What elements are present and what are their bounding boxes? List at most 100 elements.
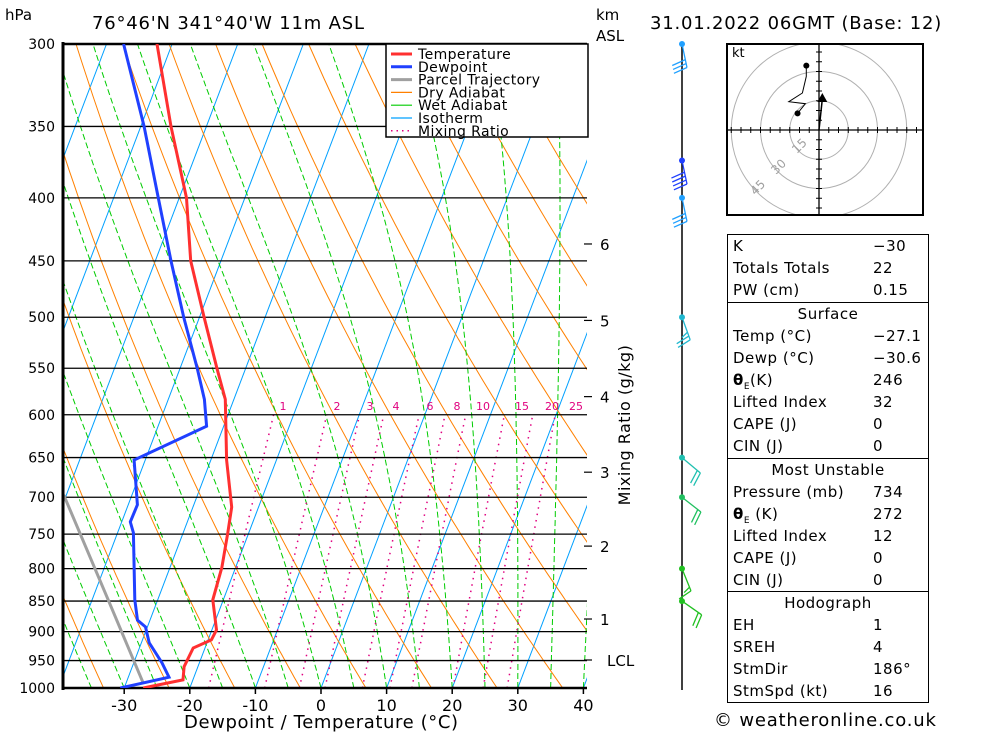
index-value: 32 — [873, 393, 894, 411]
pressure-tick-label: 400 — [28, 191, 55, 207]
index-row: StmSpd (kt) 16 — [728, 680, 928, 702]
index-value: −30 — [873, 237, 907, 255]
height-tick-label: 4 — [600, 389, 610, 407]
section-title: Hodograph — [728, 592, 928, 614]
mixing-ratio-label: 2 — [334, 400, 341, 413]
x-tick-label: -20 — [177, 696, 203, 715]
index-row: CIN (J) 0 — [728, 435, 928, 457]
index-label: CIN (J) — [733, 437, 784, 455]
wet-adiabat-line — [253, 44, 420, 688]
wind-barb-flag — [681, 331, 688, 338]
index-label: CAPE (J) — [733, 549, 798, 567]
legend-label: Isotherm — [418, 111, 483, 127]
wet-adiabat-line — [489, 44, 519, 688]
index-value: −27.1 — [873, 327, 922, 345]
wet-adiabat-line — [137, 44, 355, 688]
wet-adiabat-line — [0, 44, 26, 688]
wind-barb-flag — [694, 511, 702, 526]
index-value: 4 — [873, 638, 884, 656]
index-label: Pressure (mb) — [733, 483, 845, 501]
index-label: CAPE (J) — [733, 415, 798, 433]
index-row: Temp (°C) −27.1 — [728, 325, 928, 347]
theta-symbol: θ — [733, 371, 744, 389]
mixing-ratio-label: 8 — [454, 400, 461, 413]
pressure-tick-label: 950 — [28, 654, 55, 670]
mixing-ratio-line — [482, 414, 534, 688]
pressure-tick-label: 600 — [28, 408, 55, 424]
indices-general: K −30 Totals Totals 22 PW (cm) 0.15 — [727, 234, 929, 303]
indices-most-unstable: Most Unstable Pressure (mb) 734 θE (K) 272… — [727, 458, 929, 592]
isotherm-line — [517, 504, 587, 688]
pressure-tick-label: 450 — [28, 254, 55, 270]
index-label: CIN (J) — [733, 571, 784, 589]
hodograph-end-dot — [803, 62, 810, 69]
section-title: Most Unstable — [728, 459, 928, 481]
mixing-ratio-line — [324, 414, 385, 688]
mixing-ratio-line — [452, 414, 506, 688]
wind-barb — [678, 565, 692, 600]
isotherm-line — [63, 44, 239, 506]
dry-adiabat-line — [63, 446, 170, 688]
wind-barb-flag — [690, 509, 699, 523]
index-value: 16 — [873, 682, 894, 700]
mixing-ratio-label: 3 — [367, 400, 374, 413]
wind-barb-flag — [671, 59, 686, 67]
isotherm-line — [254, 44, 501, 688]
theta-sub: E — [743, 382, 750, 392]
index-row: CAPE (J) 0 — [728, 413, 928, 435]
pressure-tick-label: 700 — [28, 490, 55, 506]
mixing-ratio-line — [207, 414, 275, 688]
index-value: 0 — [873, 571, 884, 589]
dry-adiabat-line — [960, 44, 1000, 688]
dry-adiabat-line — [261, 44, 587, 632]
wind-barb-flag — [673, 183, 688, 191]
index-value: 1 — [873, 616, 884, 634]
wind-barb-flag — [672, 62, 687, 71]
index-row: Lifted Index 32 — [728, 391, 928, 413]
pressure-tick-label: 350 — [28, 119, 55, 135]
pressure-tick-label: 550 — [28, 361, 55, 377]
section-title-text: Most Unstable — [771, 461, 885, 479]
index-label: EH — [733, 616, 755, 634]
height-tick-label: 6 — [600, 236, 610, 254]
dry-adiabat-line — [447, 44, 587, 287]
x-axis-title: Dewpoint / Temperature (°C) — [184, 712, 459, 733]
wind-barb — [671, 157, 688, 191]
wind-barb-flag — [677, 339, 691, 348]
wind-barb-flag — [676, 335, 690, 345]
pressure-tick-label: 650 — [28, 451, 55, 467]
dry-adiabat-line — [354, 44, 587, 456]
index-row: CIN (J) 0 — [728, 569, 928, 591]
wet-adiabat-line — [92, 44, 322, 688]
legend-label: Parcel Trajectory — [418, 73, 540, 89]
theta-symbol: θ — [733, 505, 744, 523]
isotherm-line — [320, 44, 567, 688]
datetime-title: 31.01.2022 06GMT (Base: 12) — [650, 13, 942, 34]
section-title-text: Surface — [797, 305, 859, 323]
isotherm-line — [189, 44, 435, 688]
storm-motion-marker — [817, 92, 828, 102]
wind-barb-flag — [673, 220, 688, 228]
wind-barb — [671, 194, 688, 228]
index-label: PW (cm) — [733, 281, 800, 299]
footer-copyright[interactable]: © weatheronline.co.uk — [714, 710, 937, 731]
index-label: Lifted Index — [733, 527, 828, 545]
legend-label: Dry Adiabat — [418, 85, 505, 101]
hodograph-unit-label: kt — [732, 46, 745, 61]
wind-barb-flag — [690, 470, 698, 484]
theta-unit: (K) — [750, 505, 779, 523]
index-row: Pressure (mb) 734 — [728, 481, 928, 503]
index-value: 0.15 — [873, 281, 909, 299]
pressure-unit-label: hPa — [5, 6, 32, 24]
index-value: 12 — [873, 527, 894, 545]
index-label: K — [733, 237, 744, 255]
dry-adiabat-line — [401, 44, 587, 371]
isotherm-line — [63, 44, 173, 333]
index-value: 186° — [873, 660, 912, 678]
index-value: 22 — [873, 259, 894, 277]
wind-barb-flag — [671, 212, 686, 220]
index-row-pw: PW (cm) 0.15 — [728, 279, 928, 301]
index-label: θE(K) — [733, 369, 773, 398]
